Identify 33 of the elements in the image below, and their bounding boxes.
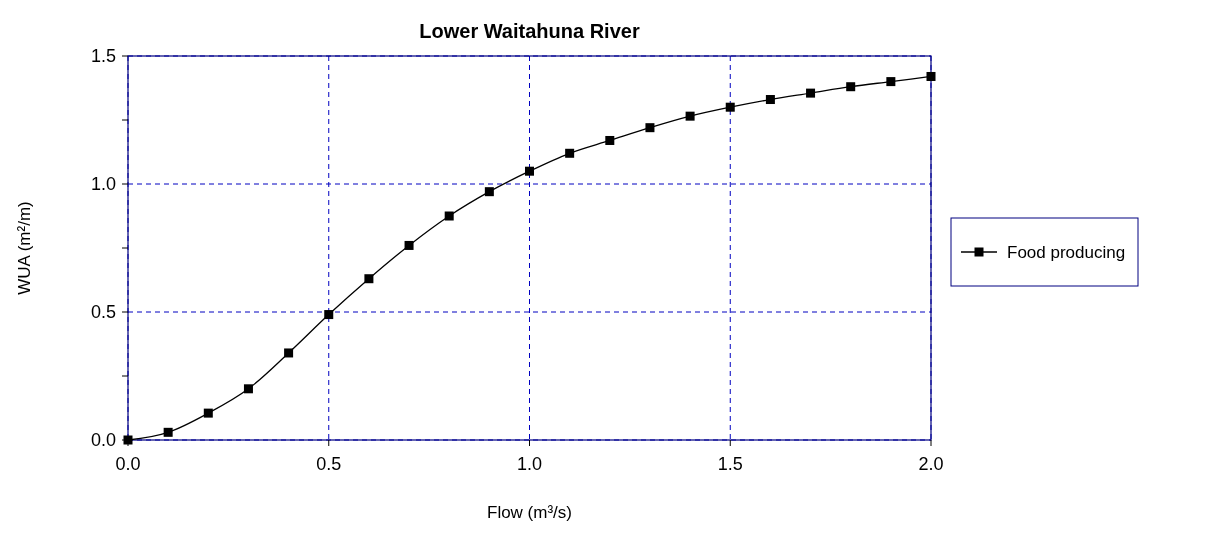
point bbox=[725, 102, 735, 112]
chart-title: Lower Waitahuna River bbox=[419, 20, 640, 42]
x-tick-label: 2.0 bbox=[918, 454, 944, 474]
point bbox=[163, 427, 173, 437]
point bbox=[565, 148, 575, 158]
x-tick-label: 0.5 bbox=[316, 454, 342, 474]
point bbox=[284, 348, 294, 358]
legend-label: Food producing bbox=[1007, 242, 1126, 262]
point bbox=[404, 240, 414, 250]
point bbox=[886, 77, 896, 87]
y-axis-title: WUA (m²/m) bbox=[15, 201, 34, 295]
x-tick-label: 0.0 bbox=[115, 454, 141, 474]
x-tick-label: 1.0 bbox=[516, 454, 543, 474]
point bbox=[324, 310, 334, 320]
x-tick-label: 1.5 bbox=[717, 454, 743, 474]
point bbox=[605, 135, 615, 145]
point bbox=[645, 123, 655, 133]
point bbox=[364, 274, 374, 284]
point bbox=[243, 384, 253, 394]
point bbox=[846, 82, 856, 92]
point bbox=[203, 408, 213, 418]
point bbox=[806, 88, 816, 98]
y-tick-label: 0.0 bbox=[90, 430, 116, 451]
y-tick-label: 1.5 bbox=[90, 46, 116, 67]
y-tick-label: 1.0 bbox=[90, 174, 116, 195]
y-tick-label: 0.5 bbox=[90, 302, 116, 323]
point bbox=[685, 111, 695, 121]
point bbox=[926, 71, 936, 81]
point bbox=[525, 166, 534, 176]
point bbox=[484, 187, 494, 197]
x-axis-title: Flow (m³/s) bbox=[487, 503, 572, 522]
point bbox=[765, 95, 775, 105]
point bbox=[444, 211, 454, 221]
